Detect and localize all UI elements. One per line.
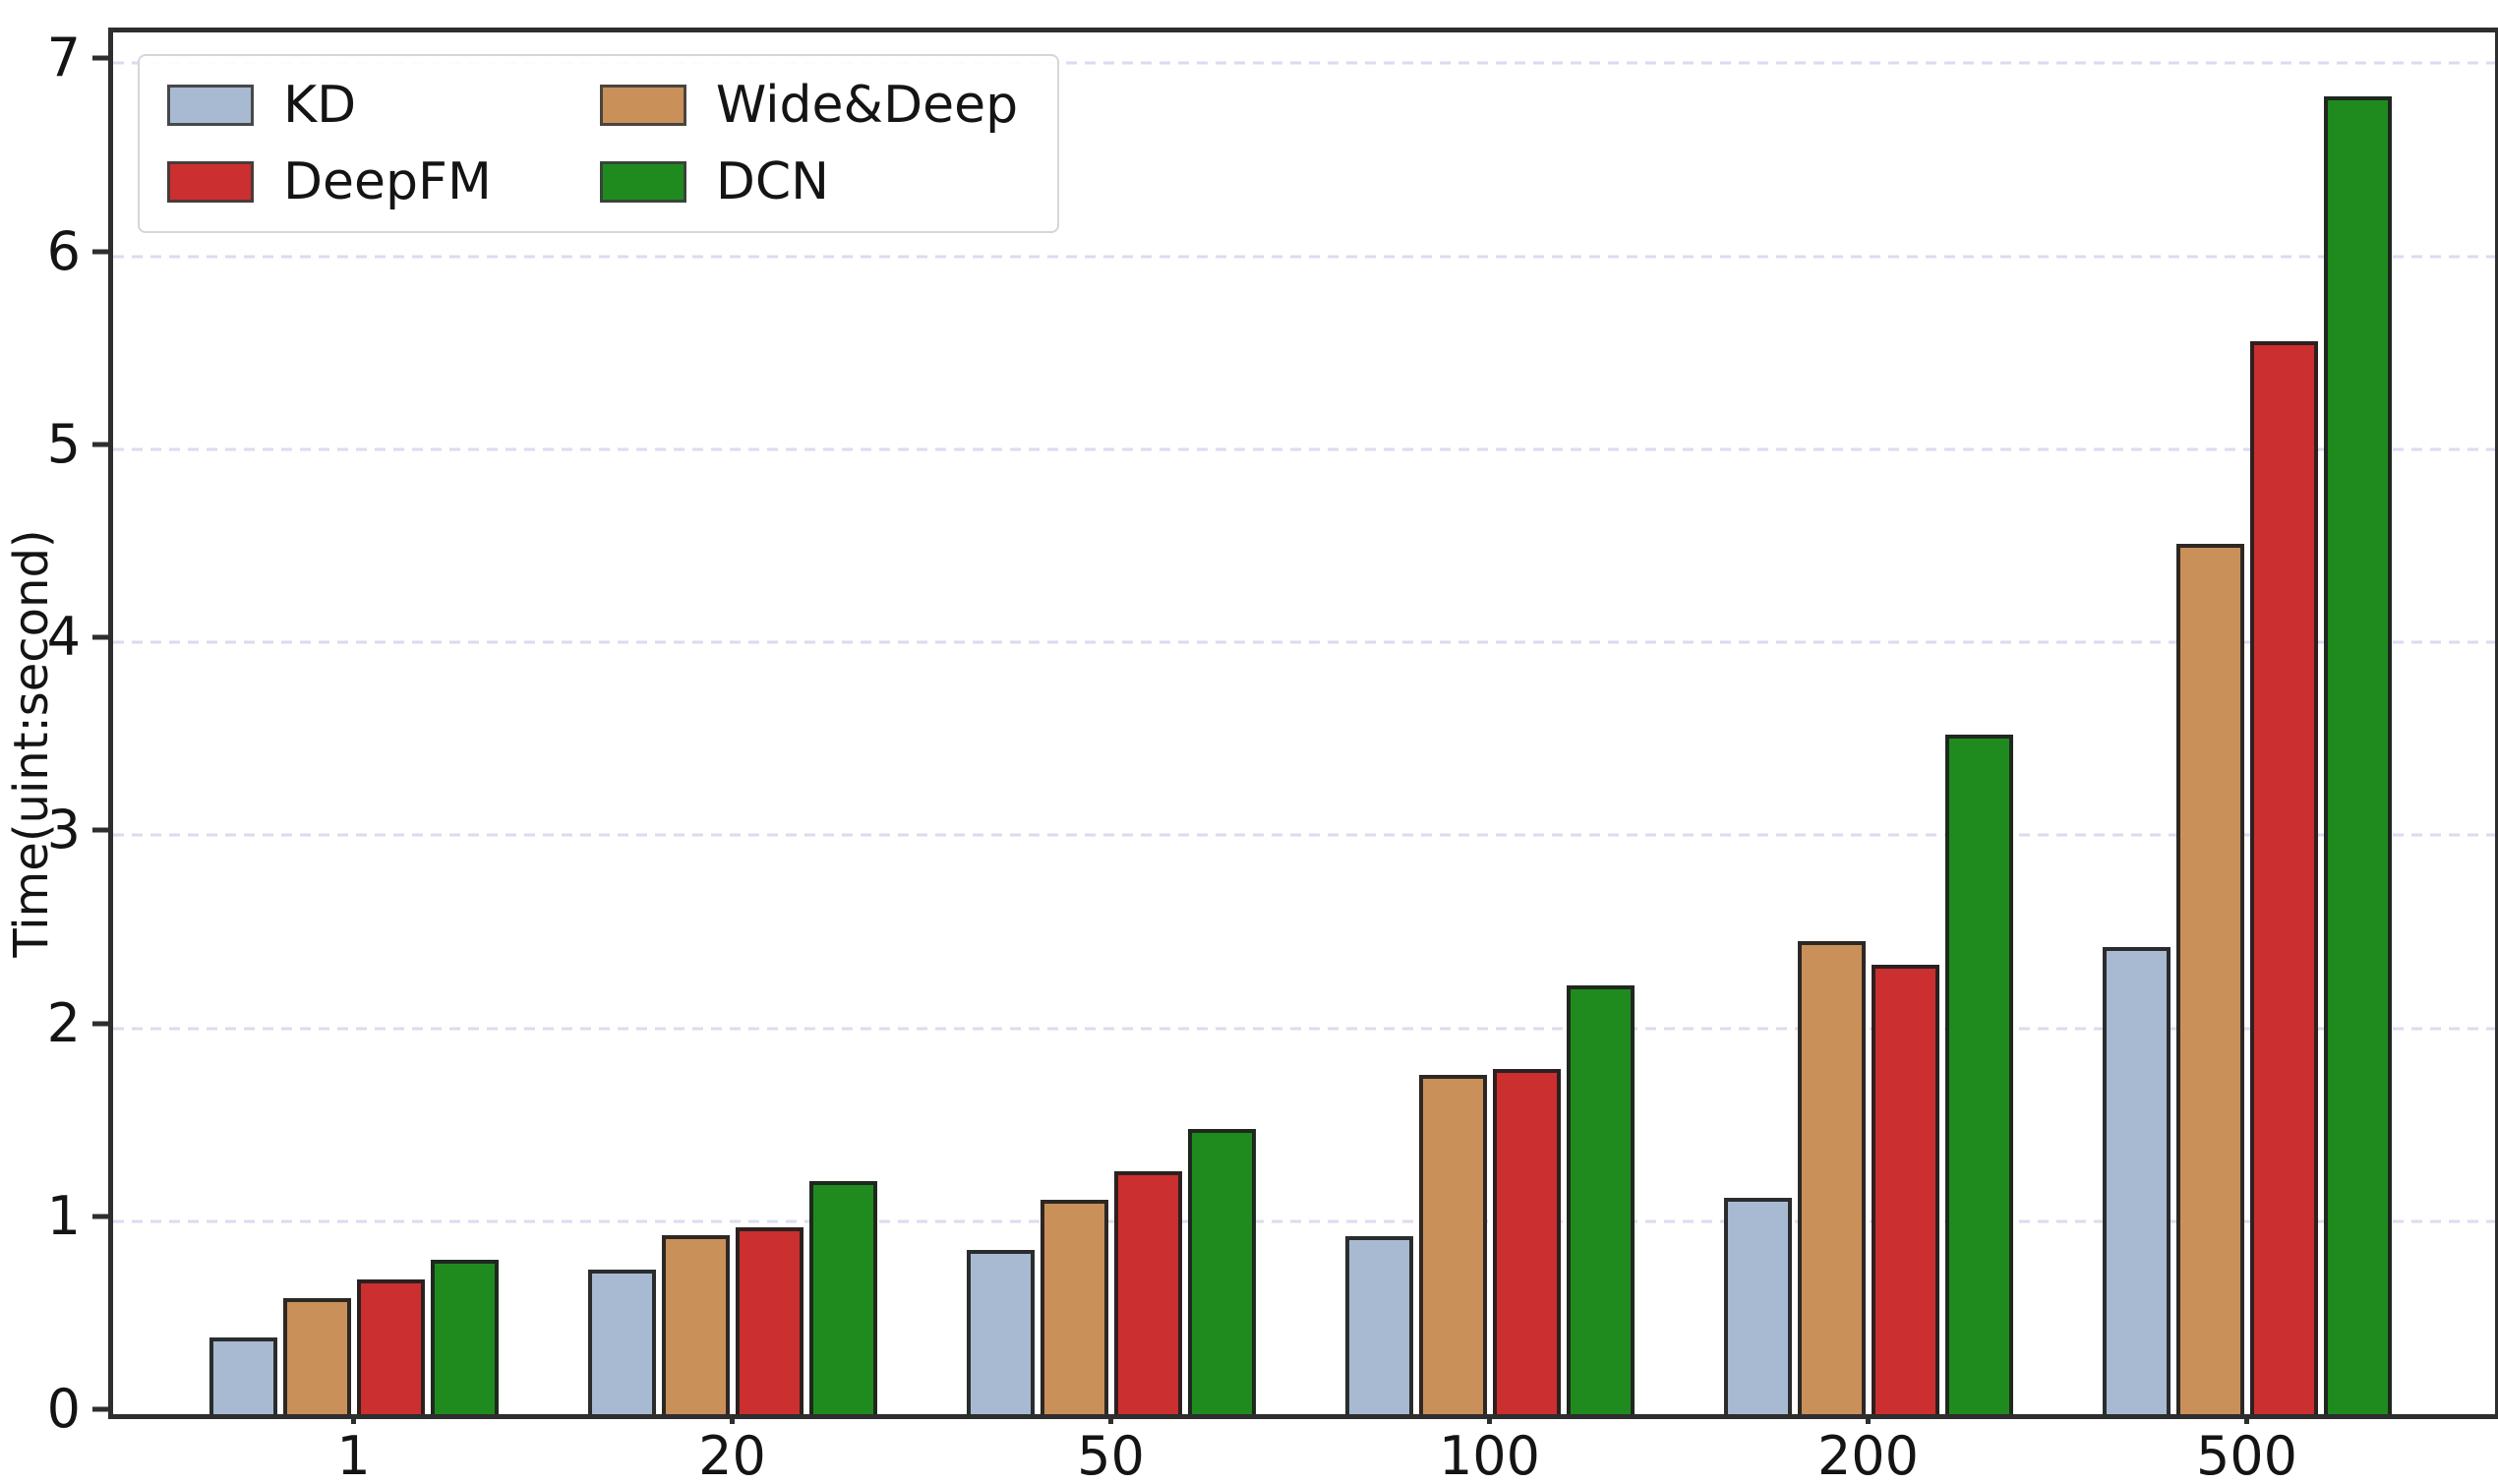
y-tick-mark-4	[92, 634, 108, 640]
y-tick-label-3: 3	[46, 799, 81, 861]
legend-patch-KD	[167, 85, 254, 126]
x-tick-mark-1	[351, 1414, 356, 1424]
y-tick-mark-2	[92, 1021, 108, 1027]
y-tick-mark-1	[92, 1214, 108, 1219]
gridline-y-6	[113, 255, 2495, 259]
bar-groups	[164, 32, 2436, 1414]
x-tick-label-50: 50	[1077, 1425, 1145, 1484]
bar-DCN-100	[1566, 985, 1635, 1414]
legend-label-Wide-Deep: Wide&Deep	[715, 76, 1019, 135]
x-slot-1: 1	[164, 1414, 543, 1483]
bar-DCN-50	[1187, 1128, 1256, 1414]
x-tick-label-100: 100	[1438, 1425, 1541, 1484]
y-tick-mark-5	[92, 442, 108, 447]
bar-DCN-1	[430, 1260, 499, 1414]
y-tick-label-1: 1	[46, 1184, 81, 1247]
legend-item-DeepFM: DeepFM	[167, 156, 492, 208]
y-tick-label-4: 4	[46, 606, 81, 669]
x-slot-20: 20	[543, 1414, 922, 1483]
bar-DeepFM-20	[735, 1226, 803, 1414]
x-slot-500: 500	[2057, 1414, 2436, 1483]
x-tick-label-200: 200	[1816, 1425, 1920, 1484]
x-tick-mark-20	[730, 1414, 735, 1424]
y-axis-title: Time(uint:second)	[4, 529, 59, 958]
x-slot-50: 50	[922, 1414, 1300, 1483]
bar-KD-100	[1344, 1236, 1413, 1414]
legend-label-KD: KD	[283, 76, 357, 135]
bar-KD-200	[1723, 1198, 1792, 1414]
x-slot-200: 200	[1679, 1414, 2057, 1483]
bar-Wide-Deep-500	[2175, 544, 2244, 1414]
gridline-y-2	[113, 1027, 2495, 1031]
legend-patch-DeepFM	[167, 161, 254, 203]
bar-KD-20	[587, 1269, 656, 1414]
y-tick-mark-7	[92, 55, 108, 61]
legend-patch-Wide-Deep	[599, 85, 686, 126]
x-axis: 1 20 50 100 200 500	[164, 1414, 2436, 1483]
y-tick-label-5: 5	[46, 412, 81, 475]
legend: KD Wide&Deep DeepFM DCN	[138, 54, 1060, 233]
bar-DeepFM-500	[2249, 340, 2318, 1414]
bar-Wide-Deep-1	[282, 1298, 351, 1414]
x-tick-mark-100	[1487, 1414, 1492, 1424]
bar-Wide-Deep-100	[1418, 1074, 1487, 1414]
y-tick-label-0: 0	[46, 1378, 81, 1440]
bar-DCN-200	[1944, 735, 2013, 1414]
bar-group-20	[543, 32, 922, 1414]
bar-Wide-Deep-20	[661, 1234, 730, 1414]
x-tick-mark-200	[1866, 1414, 1871, 1424]
bar-DCN-500	[2323, 95, 2392, 1414]
x-tick-mark-500	[2244, 1414, 2249, 1424]
y-tick-mark-0	[92, 1406, 108, 1412]
bar-group-500	[2057, 32, 2436, 1414]
legend-item-DCN: DCN	[599, 152, 1018, 211]
legend-item-KD: KD	[167, 80, 492, 131]
x-tick-label-20: 20	[698, 1425, 766, 1484]
y-tick-mark-6	[92, 249, 108, 255]
y-tick-label-7: 7	[46, 27, 81, 89]
bar-KD-500	[2102, 947, 2171, 1414]
gridline-y-1	[113, 1219, 2495, 1223]
y-tick-label-6: 6	[46, 219, 81, 282]
bar-group-200	[1679, 32, 2057, 1414]
bar-group-100	[1300, 32, 1679, 1414]
bar-DCN-20	[808, 1180, 877, 1414]
gridline-y-7	[113, 61, 2495, 65]
plot-area: KD Wide&Deep DeepFM DCN	[108, 28, 2498, 1419]
legend-label-DeepFM: DeepFM	[283, 152, 492, 211]
bar-DeepFM-50	[1113, 1170, 1182, 1414]
bar-DeepFM-200	[1871, 964, 1939, 1414]
legend-patch-DCN	[599, 161, 686, 203]
x-tick-label-500: 500	[2195, 1425, 2298, 1484]
bar-DeepFM-100	[1492, 1068, 1561, 1414]
bar-KD-1	[208, 1336, 277, 1414]
x-slot-100: 100	[1300, 1414, 1679, 1483]
gridline-y-5	[113, 447, 2495, 451]
bar-group-1	[164, 32, 543, 1414]
bar-DeepFM-1	[356, 1278, 425, 1414]
x-tick-label-1: 1	[336, 1425, 371, 1484]
x-tick-mark-50	[1108, 1414, 1113, 1424]
gridline-y-4	[113, 640, 2495, 644]
legend-item-Wide-Deep: Wide&Deep	[599, 76, 1019, 135]
bar-KD-50	[966, 1250, 1035, 1414]
y-tick-label-2: 2	[46, 991, 81, 1054]
bar-group-50	[922, 32, 1300, 1414]
gridline-y-3	[113, 833, 2495, 837]
y-tick-mark-3	[92, 827, 108, 833]
bar-Wide-Deep-50	[1040, 1200, 1108, 1414]
legend-label-DCN: DCN	[715, 152, 830, 211]
bar-Wide-Deep-200	[1797, 941, 1866, 1414]
